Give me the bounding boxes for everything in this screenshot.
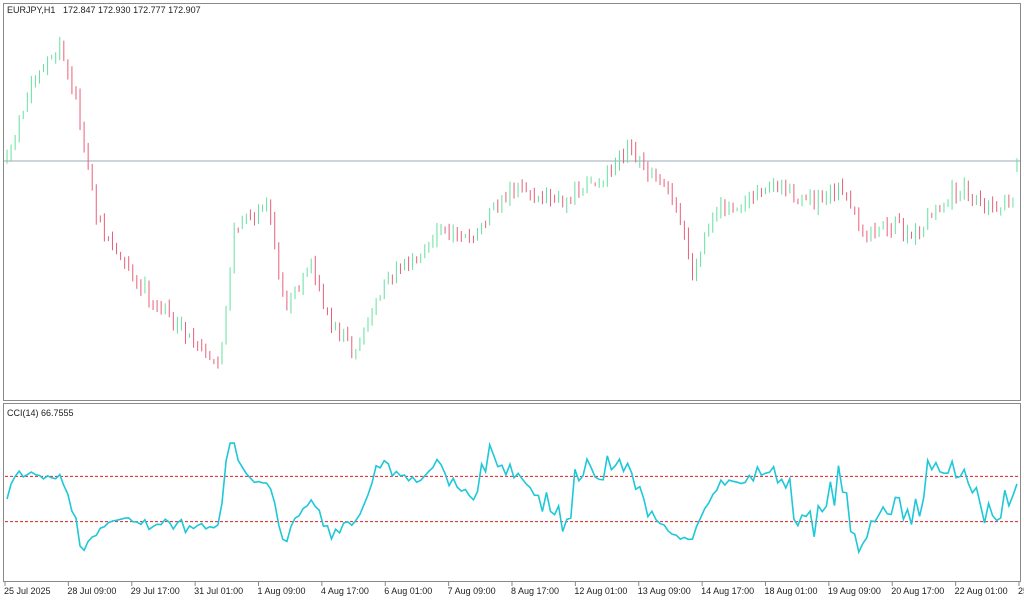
x-tick-label: 29 Jul 17:00 xyxy=(131,586,180,596)
x-tick-label: 14 Aug 17:00 xyxy=(701,586,754,596)
x-tick-label: 1 Aug 09:00 xyxy=(258,586,306,596)
x-tick-label: 19 Aug 09:00 xyxy=(828,586,881,596)
x-tick-label: 13 Aug 09:00 xyxy=(638,586,691,596)
symbol-label: EURJPY,H1 xyxy=(7,5,55,15)
x-tick-label: 4 Aug 17:00 xyxy=(321,586,369,596)
x-tick-label: 31 Jul 01:00 xyxy=(194,586,243,596)
cci-line xyxy=(6,441,1018,555)
cci-panel[interactable] xyxy=(3,403,1021,582)
x-tick-label: 25 xyxy=(1018,586,1024,596)
x-tick-label: 12 Aug 01:00 xyxy=(574,586,627,596)
x-tick-label: 18 Aug 01:00 xyxy=(765,586,818,596)
x-tick-label: 25 Jul 2025 xyxy=(4,586,51,596)
x-tick-label: 6 Aug 01:00 xyxy=(384,586,432,596)
x-tick-label: 28 Jul 09:00 xyxy=(67,586,116,596)
x-tick-label: 8 Aug 17:00 xyxy=(511,586,559,596)
cci-label: CCI(14) 66.7555 xyxy=(7,408,74,418)
x-tick-label: 22 Aug 01:00 xyxy=(955,586,1008,596)
x-tick-label: 20 Aug 17:00 xyxy=(891,586,944,596)
candles-layer xyxy=(6,36,1018,369)
x-axis-ticks: 25 Jul 2025 28 Jul 09:00 29 Jul 17:00 31 Ju… xyxy=(4,582,1024,596)
ohlc-readout: 172.847 172.930 172.777 172.907 xyxy=(63,5,201,15)
price-panel[interactable] xyxy=(3,3,1021,401)
x-tick-label: 7 Aug 09:00 xyxy=(448,586,496,596)
cci-line-layer xyxy=(6,441,1018,555)
